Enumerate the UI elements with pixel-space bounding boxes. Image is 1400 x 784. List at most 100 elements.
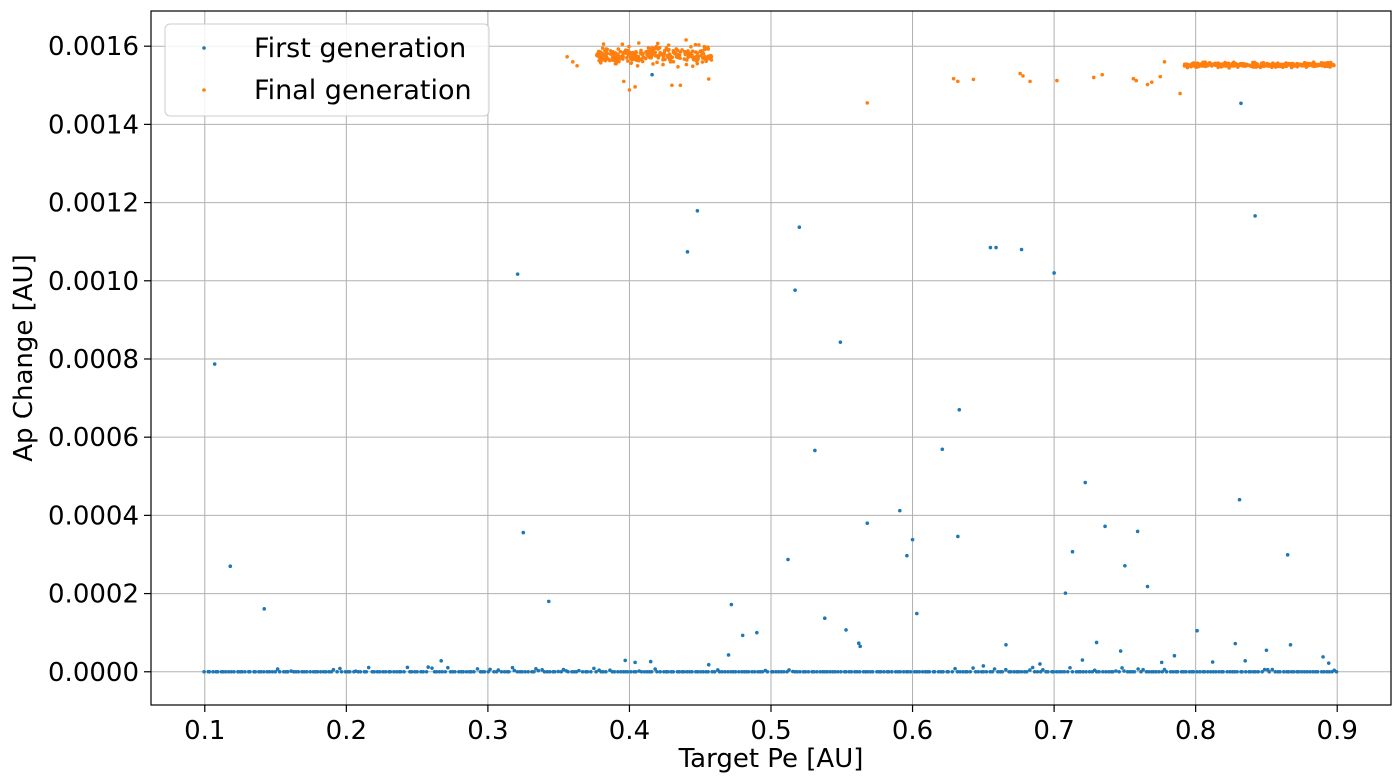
first-generation-point — [618, 669, 623, 674]
final-generation-point — [601, 42, 606, 46]
first-generation-point — [1168, 669, 1173, 674]
first-generation-point — [961, 669, 965, 674]
first-generation-point — [253, 669, 258, 674]
final-generation-point — [1091, 75, 1096, 80]
first-generation-point — [1141, 667, 1145, 672]
first-generation-point — [793, 288, 797, 292]
grid-lines — [151, 11, 1391, 705]
final-generation-point — [1295, 61, 1299, 66]
first-generation-point — [755, 630, 759, 635]
final-generation-point — [1131, 76, 1136, 81]
first-generation-point — [1083, 480, 1088, 485]
first-generation-point — [740, 633, 745, 638]
first-generation-point — [1228, 669, 1232, 674]
final-generation-point — [656, 47, 660, 51]
first-generation-point — [723, 669, 727, 674]
final-generation-point — [611, 58, 615, 63]
first-generation-point — [437, 669, 442, 674]
first-generation-point — [1041, 667, 1045, 672]
first-generation-point — [1321, 655, 1325, 659]
first-generation-point — [976, 669, 981, 674]
first-generation-point — [335, 669, 339, 674]
first-generation-point — [523, 669, 528, 674]
final-generation-point — [1162, 60, 1167, 64]
first-generation-point — [910, 537, 915, 542]
first-generation-point — [338, 666, 342, 671]
final-generation-point — [624, 55, 629, 60]
first-generation-point — [981, 664, 986, 668]
first-generation-point — [577, 668, 581, 673]
first-generation-point — [1253, 669, 1258, 674]
final-generation-point — [614, 54, 619, 59]
first-generation-point — [1172, 653, 1177, 658]
first-generation-point — [229, 669, 234, 674]
final-generation-point — [1134, 78, 1139, 83]
first-generation-point — [507, 669, 511, 674]
first-generation-point — [1035, 669, 1040, 674]
final-generation-point — [865, 101, 870, 105]
final-generation-point — [636, 54, 641, 59]
final-generation-point — [627, 88, 632, 92]
first-generation-point — [798, 669, 802, 674]
final-generation-point — [1055, 78, 1059, 83]
final-generation-point — [691, 56, 696, 61]
first-generation-point — [1243, 659, 1248, 663]
first-generation-point — [1285, 553, 1290, 557]
final-generation-point — [690, 64, 695, 68]
final-generation-point — [565, 54, 569, 59]
first-generation-point — [649, 669, 654, 674]
first-generation-point — [720, 669, 724, 674]
first-generation-point — [648, 659, 653, 664]
final-generation-point — [575, 63, 579, 68]
final-generation-point — [1319, 62, 1324, 66]
final-generation-point — [1214, 63, 1218, 67]
first-generation-point — [822, 616, 827, 621]
first-generation-point — [836, 669, 840, 674]
first-generation-point — [482, 669, 487, 674]
final-generation-point — [1242, 63, 1246, 68]
first-generation-point — [856, 641, 861, 646]
final-generation-point — [629, 61, 634, 65]
final-generation-point — [694, 55, 698, 59]
first-generation-point — [1326, 661, 1331, 665]
first-generation-point — [1009, 669, 1013, 674]
first-generation-point — [304, 669, 309, 674]
final-generation-point — [650, 46, 654, 50]
first-generation-point — [950, 669, 955, 674]
first-generation-point — [1012, 669, 1016, 674]
first-generation-point — [729, 602, 734, 607]
first-generation-point — [532, 669, 536, 674]
first-generation-point — [243, 669, 247, 674]
first-generation-point — [1217, 669, 1221, 674]
final-generation-point — [617, 59, 621, 64]
first-generation-point — [1078, 669, 1083, 674]
final-generation-point — [676, 64, 680, 69]
first-generation-point — [211, 669, 215, 674]
final-generation-point — [670, 83, 674, 88]
first-generation-point — [502, 669, 507, 674]
first-generation-point — [1175, 669, 1180, 674]
final-generation-point — [684, 62, 689, 67]
first-generation-point — [914, 611, 919, 616]
first-generation-point — [520, 669, 524, 674]
first-generation-point — [815, 669, 819, 674]
first-generation-point — [585, 669, 590, 674]
data-points — [202, 38, 1339, 674]
first-generation-point — [1262, 667, 1267, 672]
final-generation-point — [700, 60, 705, 64]
final-generation-point — [1250, 63, 1254, 68]
first-generation-point — [556, 669, 561, 674]
final-generation-point — [1304, 62, 1308, 66]
first-generation-point — [1046, 669, 1050, 674]
first-generation-point — [653, 667, 657, 671]
first-generation-point — [813, 448, 817, 453]
first-generation-point — [953, 666, 957, 671]
first-generation-point — [733, 669, 738, 674]
first-generation-point — [434, 669, 439, 674]
first-generation-point — [1145, 584, 1150, 589]
first-generation-point — [1120, 666, 1124, 670]
first-generation-point — [499, 669, 504, 674]
first-generation-point — [642, 669, 647, 674]
final-generation-point — [1256, 64, 1261, 68]
first-generation-point — [994, 245, 998, 250]
